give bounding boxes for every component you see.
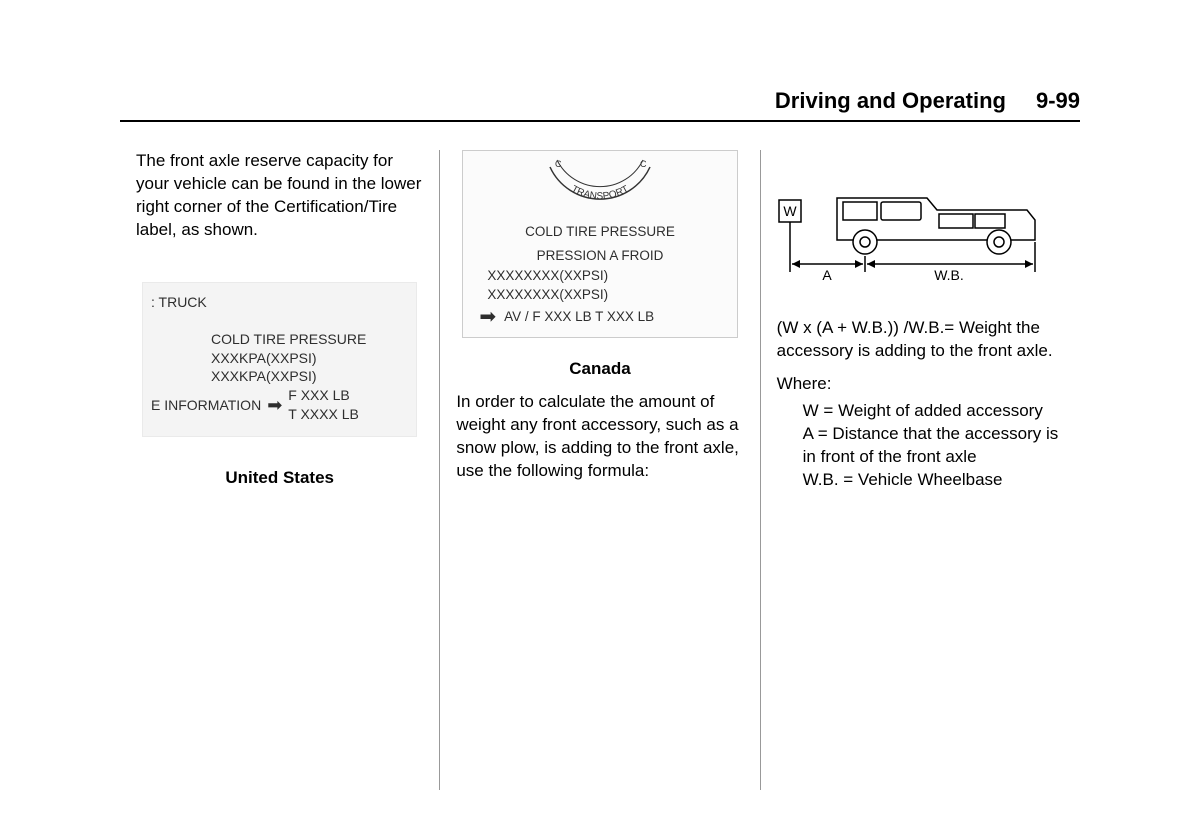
column-1: The front axle reserve capacity for your… <box>120 150 439 790</box>
label-us-t: T XXXX LB <box>288 405 359 424</box>
label-canada: TRANSPORT C C COLD TIRE PRESSURE PRESSIO… <box>462 150 737 338</box>
where-wb: W.B. = Vehicle Wheelbase <box>803 469 1064 492</box>
label-ca-line5: ➡ AV / F XXX LB T XXX LB <box>469 304 730 331</box>
svg-text:C: C <box>555 159 562 169</box>
column-2: TRANSPORT C C COLD TIRE PRESSURE PRESSIO… <box>439 150 759 790</box>
where-a: A = Distance that the accessory is in fr… <box>803 423 1064 469</box>
label-us-weights: F XXX LB T XXXX LB <box>288 386 359 424</box>
svg-text:C: C <box>640 159 647 169</box>
header-title: Driving and Operating <box>775 88 1006 114</box>
vehicle-diagram: W <box>777 170 1064 297</box>
where-list: W = Weight of added accessory A = Distan… <box>777 400 1064 492</box>
arrow-right-icon: ➡ <box>267 393 282 417</box>
where-label: Where: <box>777 373 1064 396</box>
canada-arc: TRANSPORT C C <box>469 157 730 217</box>
label-us-bottom: E INFORMATION ➡ F XXX LB T XXXX LB <box>151 386 408 424</box>
intro-text: The front axle reserve capacity for your… <box>136 150 423 242</box>
label-us: : TRUCK COLD TIRE PRESSURE XXXKPA(XXPSI)… <box>142 282 417 437</box>
formula-text: (W x (A + W.B.)) /W.B.= Weight the acces… <box>777 317 1064 363</box>
label-ca-line1: COLD TIRE PRESSURE <box>469 223 730 241</box>
arrow-right-icon: ➡ <box>479 304 496 331</box>
svg-text:A: A <box>822 267 832 283</box>
label-ca-line5-text: AV / F XXX LB T XXX LB <box>504 308 654 326</box>
label-ca-line3: XXXXXXXX(XXPSI) <box>469 267 730 285</box>
svg-text:W: W <box>783 203 797 219</box>
label-us-line4: XXXKPA(XXPSI) <box>211 367 408 386</box>
header-page-number: 9-99 <box>1036 88 1080 114</box>
label-us-line3: XXXKPA(XXPSI) <box>211 349 408 368</box>
where-w: W = Weight of added accessory <box>803 400 1064 423</box>
label-ca-line4: XXXXXXXX(XXPSI) <box>469 286 730 304</box>
label-us-einfo: E INFORMATION <box>151 396 261 415</box>
page-header: Driving and Operating 9-99 <box>120 88 1080 122</box>
content-columns: The front axle reserve capacity for your… <box>120 150 1080 790</box>
label-ca-line2: PRESSION A FROID <box>469 247 730 265</box>
caption-canada: Canada <box>456 358 743 381</box>
col2-body: In order to calculate the amount of weig… <box>456 391 743 483</box>
svg-text:W.B.: W.B. <box>934 267 964 283</box>
caption-us: United States <box>136 467 423 490</box>
label-us-f: F XXX LB <box>288 386 359 405</box>
column-3: W <box>760 150 1080 790</box>
label-us-line2: COLD TIRE PRESSURE <box>211 330 408 349</box>
label-us-line1: : TRUCK <box>151 293 408 312</box>
